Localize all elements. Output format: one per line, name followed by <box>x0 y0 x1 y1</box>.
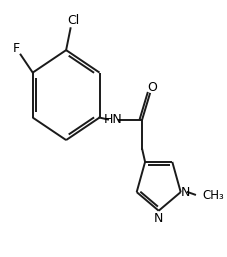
Text: CH₃: CH₃ <box>202 189 224 203</box>
Text: Cl: Cl <box>67 14 80 27</box>
Text: HN: HN <box>104 113 122 126</box>
Text: N: N <box>153 212 163 225</box>
Text: F: F <box>13 42 20 55</box>
Text: N: N <box>180 186 189 199</box>
Text: O: O <box>147 81 157 94</box>
